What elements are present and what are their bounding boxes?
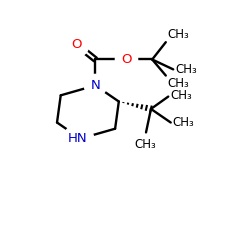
Text: CH₃: CH₃ [167, 28, 189, 41]
Text: CH₃: CH₃ [167, 77, 189, 90]
Text: CH₃: CH₃ [175, 63, 197, 76]
Text: CH₃: CH₃ [173, 116, 195, 129]
Text: O: O [121, 53, 132, 66]
Text: N: N [90, 79, 100, 92]
Text: O: O [72, 38, 82, 51]
Text: HN: HN [68, 132, 87, 145]
Text: CH₃: CH₃ [134, 138, 156, 151]
Text: CH₃: CH₃ [170, 89, 192, 102]
